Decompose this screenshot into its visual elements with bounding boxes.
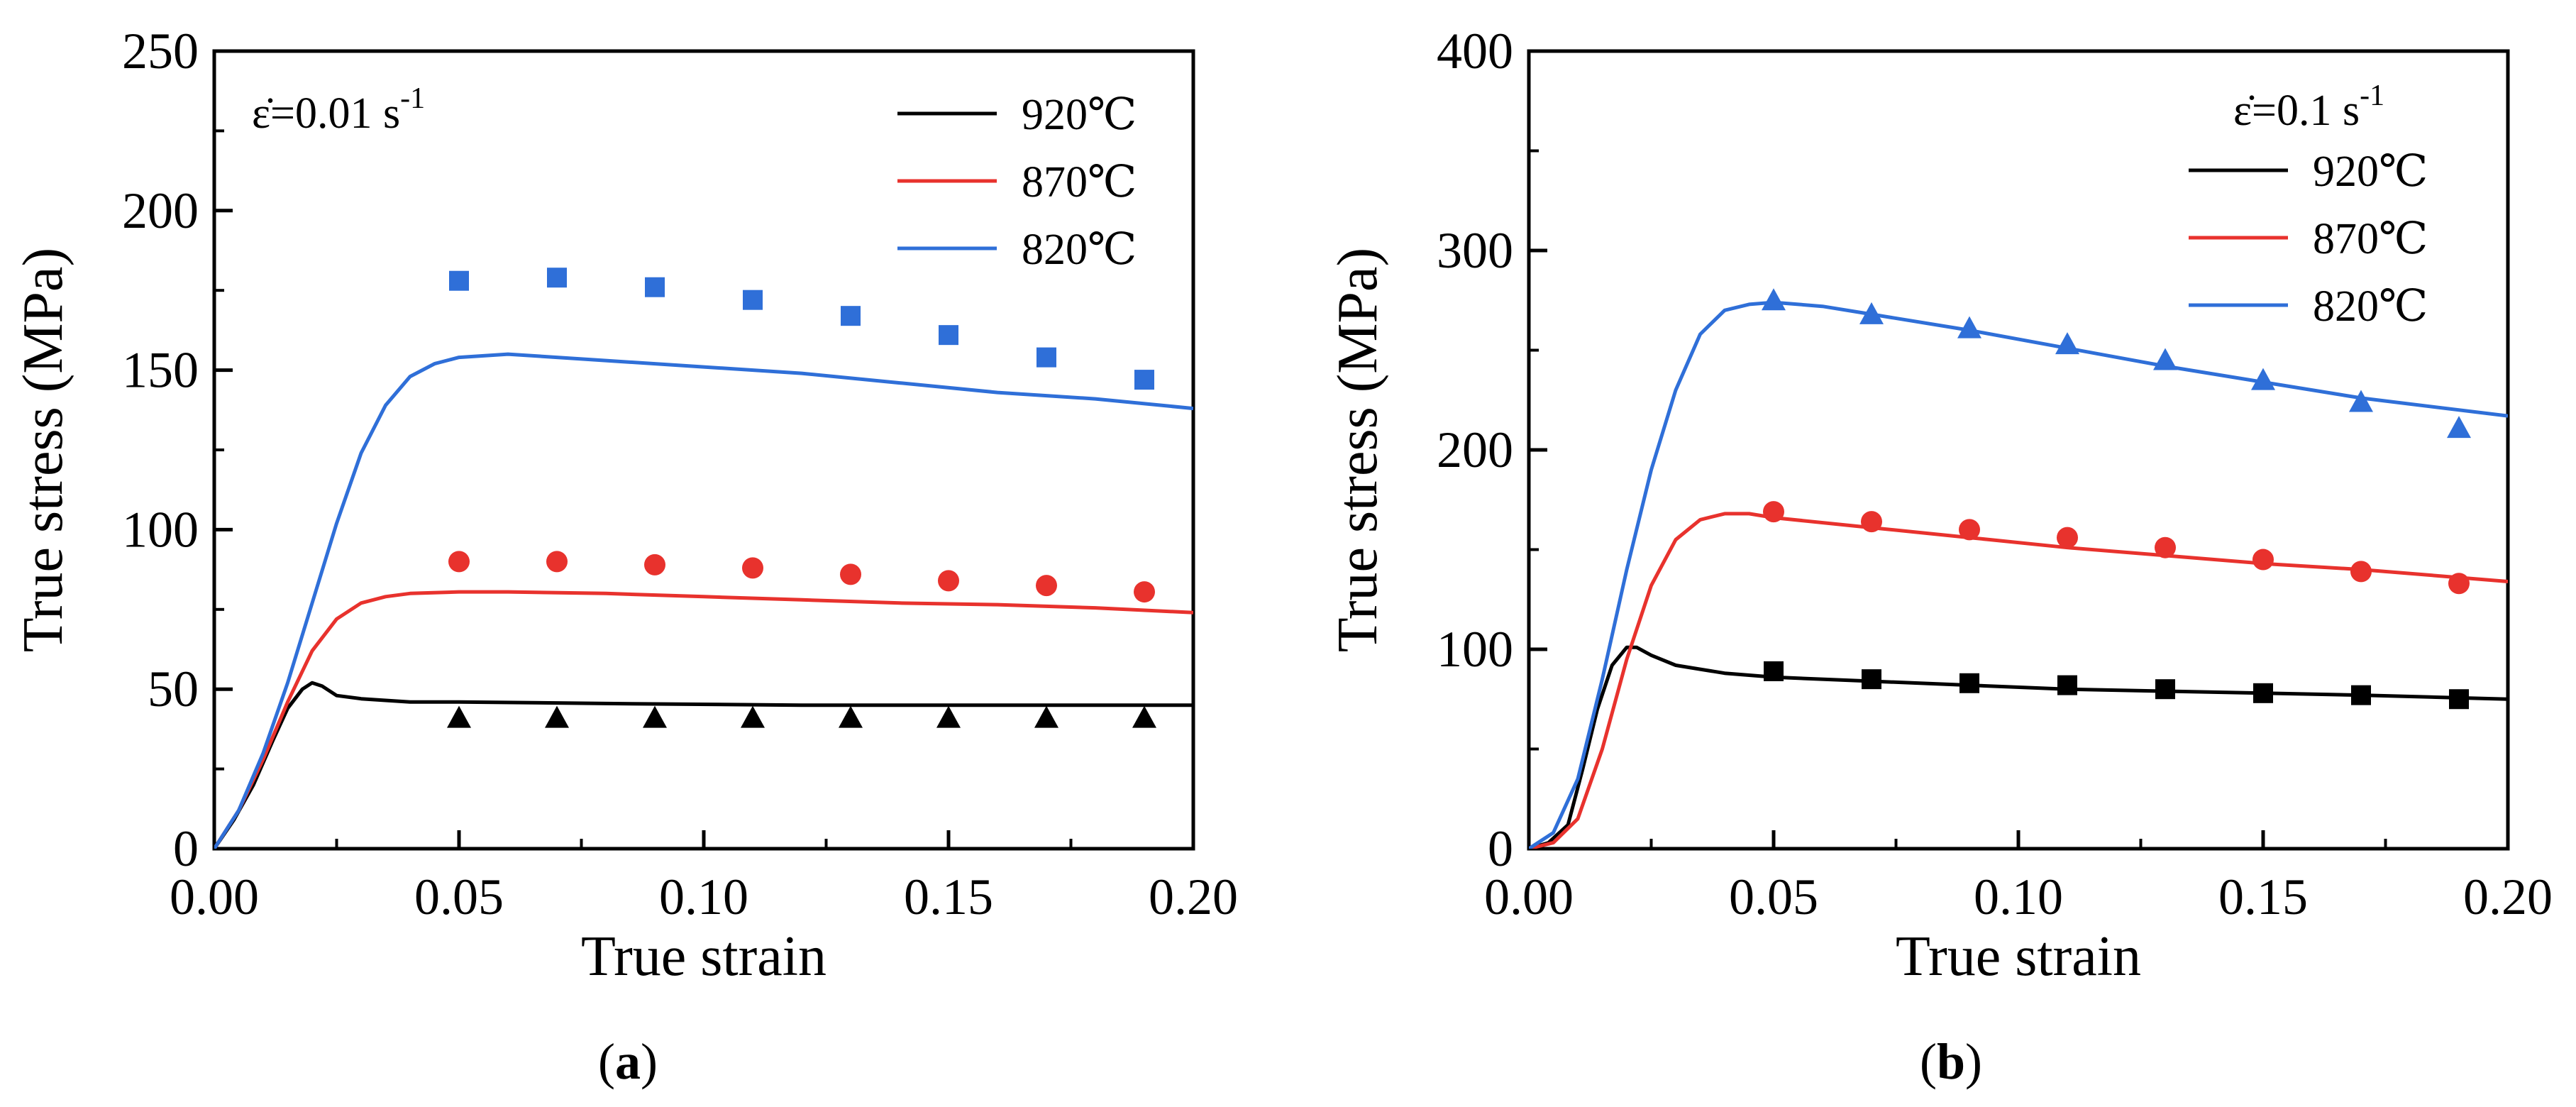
chart-a-y-axis-title: True stress (MPa) bbox=[12, 248, 74, 652]
chart-b-series-1-point bbox=[2448, 573, 2470, 595]
chart-b-series-2-point bbox=[1957, 316, 1981, 338]
chart-b-series-0-point bbox=[2057, 675, 2077, 695]
chart-a-series-1-point bbox=[448, 551, 470, 573]
chart-a-x-tick-label: 0.20 bbox=[1149, 869, 1238, 925]
chart-a-y-tick-label: 100 bbox=[122, 501, 199, 558]
chart-b-series-1-point bbox=[2350, 561, 2372, 583]
chart-a-series-1-point bbox=[1134, 581, 1155, 603]
chart-a-strain-rate-label: ε̇=0.01 s-1 bbox=[252, 82, 425, 138]
chart-a-curves bbox=[214, 352, 1193, 849]
chart-a-series-2-point bbox=[939, 325, 958, 346]
chart-b-series-0-point bbox=[2449, 689, 2469, 710]
chart-panel-b: 0.00 0.05 0.10 0.15 0.20 0 100 200 300 400 True st… bbox=[1327, 23, 2553, 1090]
chart-a-x-tick-label: 0.15 bbox=[904, 869, 993, 925]
chart-a-series-2-line bbox=[214, 352, 1193, 849]
chart-b-series-0-point bbox=[2253, 683, 2273, 703]
chart-a-series-1-point bbox=[840, 563, 861, 585]
chart-b-x-tick-label: 0.15 bbox=[2218, 869, 2308, 925]
chart-a-series-2-point bbox=[1134, 370, 1154, 390]
chart-b-series-0-point bbox=[1764, 661, 1784, 681]
chart-b-series-1-point bbox=[2252, 549, 2274, 571]
chart-a-series-0-point bbox=[545, 705, 569, 728]
chart-a-x-axis-title: True strain bbox=[581, 925, 827, 988]
chart-a-legend-label-0: 920℃ bbox=[1022, 91, 1137, 139]
chart-b-series-2-point bbox=[2447, 416, 2471, 439]
chart-b-series-2-point bbox=[1762, 288, 1786, 311]
chart-b-x-tick-label: 0.10 bbox=[1974, 869, 2063, 925]
chart-a-series-0-point bbox=[839, 705, 863, 728]
chart-b-x-tick-label: 0.05 bbox=[1729, 869, 1818, 925]
chart-b-series-2-point bbox=[2251, 368, 2275, 390]
chart-b-series-0-point bbox=[1959, 673, 1979, 693]
chart-b-series-0-point bbox=[1862, 669, 1881, 690]
chart-b-series-0-point bbox=[2155, 679, 2175, 700]
chart-a-caption-part: ( bbox=[598, 1033, 615, 1090]
chart-b-series-1-point bbox=[1763, 501, 1784, 523]
chart-a-caption: (a) bbox=[598, 1033, 658, 1090]
chart-b-series-1-point bbox=[2057, 527, 2078, 549]
chart-b-series-2-point bbox=[2055, 332, 2079, 355]
chart-a-y-tick-label: 250 bbox=[122, 23, 199, 79]
chart-b-series-1-point bbox=[1861, 511, 1882, 533]
chart-b-series-0-point bbox=[2351, 685, 2371, 705]
chart-b-caption-part: ) bbox=[1965, 1033, 1982, 1090]
chart-a-series-2-point bbox=[841, 306, 861, 326]
chart-a-series-2-point bbox=[547, 268, 567, 288]
chart-b-series-0-line bbox=[1529, 645, 2508, 849]
chart-a-series-1-line bbox=[214, 590, 1193, 849]
chart-a-y-tick-label: 150 bbox=[122, 342, 199, 399]
chart-a-y-tick-label: 0 bbox=[173, 820, 199, 877]
chart-a-series-1-point bbox=[546, 551, 568, 573]
chart-a-x-tick-label: 0.10 bbox=[659, 869, 748, 925]
chart-a-caption-part: ) bbox=[641, 1033, 658, 1090]
chart-b-strain-rate-superscript: -1 bbox=[2360, 79, 2384, 112]
chart-a-strain-rate-superscript: -1 bbox=[400, 82, 425, 115]
chart-b-y-tick-label: 200 bbox=[1437, 422, 1513, 478]
chart-b-x-tick-label: 0.00 bbox=[1484, 869, 1574, 925]
chart-a-series-0-point bbox=[643, 705, 667, 728]
chart-b-x-axis-title: True strain bbox=[1896, 925, 2141, 988]
chart-b-y-axis-title: True stress (MPa) bbox=[1327, 248, 1389, 652]
chart-b-legend-label-1: 870℃ bbox=[2313, 215, 2428, 263]
chart-b-series-1-point bbox=[1959, 519, 1980, 541]
chart-a-series-2-point bbox=[743, 290, 763, 310]
chart-a-series-2-point bbox=[1037, 347, 1056, 368]
chart-b-legend-label-0: 920℃ bbox=[2313, 148, 2428, 196]
chart-a-y-tick-label: 200 bbox=[122, 182, 199, 239]
chart-b-caption-part: ( bbox=[1920, 1033, 1937, 1090]
chart-b-caption-part: b bbox=[1937, 1033, 1965, 1090]
chart-a-series-0-point bbox=[741, 705, 765, 728]
chart-a-x-tick-label: 0.05 bbox=[414, 869, 504, 925]
chart-b-series-2-point bbox=[2153, 348, 2177, 370]
chart-b-series-2-point bbox=[1859, 302, 1884, 324]
chart-a-series-2-point bbox=[645, 277, 665, 297]
chart-a-series-1-point bbox=[644, 554, 665, 575]
chart-b-series-1-line bbox=[1529, 512, 2508, 849]
chart-b-legend-label-2: 820℃ bbox=[2313, 282, 2428, 331]
chart-a-series-2-point bbox=[449, 270, 469, 291]
chart-a-series-0-point bbox=[1034, 705, 1058, 728]
chart-a-series-1-point bbox=[1036, 575, 1057, 597]
chart-b-y-tick-label: 0 bbox=[1488, 820, 1513, 877]
chart-a-series-0-point bbox=[936, 705, 961, 728]
chart-a-series-1-point bbox=[742, 557, 763, 579]
chart-b-y-tick-label: 300 bbox=[1437, 222, 1513, 279]
chart-b-y-tick-label: 400 bbox=[1437, 23, 1513, 79]
chart-b-x-tick-label: 0.20 bbox=[2463, 869, 2553, 925]
chart-panel-a: 0.00 0.05 0.10 0.15 0.20 0 50 100 150 200 250 True … bbox=[12, 23, 1238, 1090]
chart-a-y-tick-label: 50 bbox=[148, 661, 199, 717]
chart-a-legend-label-1: 870℃ bbox=[1022, 158, 1137, 206]
chart-b-y-tick-label: 100 bbox=[1437, 621, 1513, 678]
chart-a-series-1-point bbox=[938, 570, 959, 592]
chart-a-legend-label-2: 820℃ bbox=[1022, 226, 1137, 274]
chart-b-caption: (b) bbox=[1920, 1033, 1982, 1090]
chart-a-x-tick-label: 0.00 bbox=[170, 869, 259, 925]
chart-a-caption-part: a bbox=[615, 1033, 641, 1090]
chart-a-series-0-point bbox=[447, 705, 471, 728]
chart-b-series-2-point bbox=[2349, 390, 2373, 412]
chart-b-series-1-point bbox=[2155, 536, 2176, 558]
chart-b-strain-rate-label: ε̇=0.1 s-1 bbox=[2233, 79, 2384, 135]
chart-a-series-0-point bbox=[1132, 705, 1156, 728]
